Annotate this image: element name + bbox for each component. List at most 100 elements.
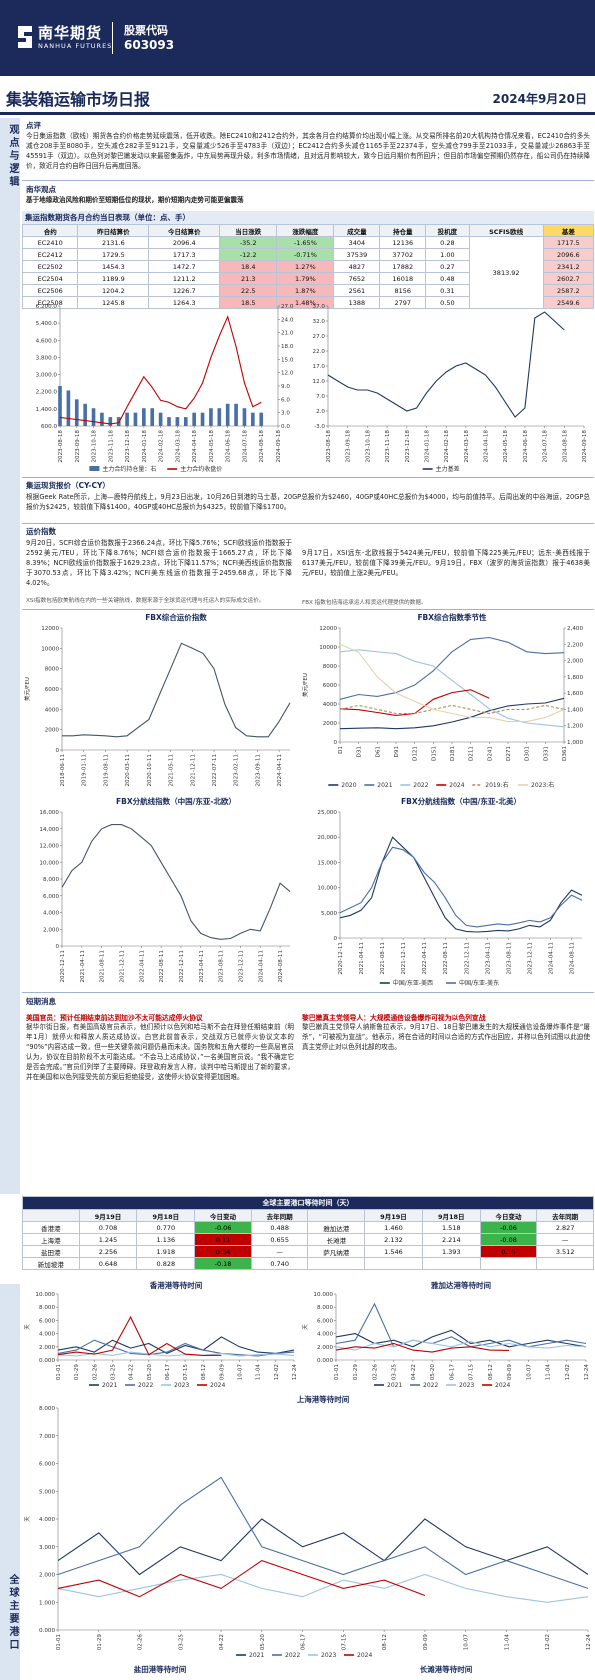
table-cell: 1189.9 [77,272,150,285]
table-cell: 1.136 [136,1233,196,1246]
table-cell: 2131.6 [77,236,150,249]
y2-tick-label: 12.0 [281,371,294,377]
table-cell: -0.06 [194,1221,252,1234]
blank-header [22,1209,80,1222]
x-tick-label: 03-25 [392,1364,398,1381]
y-tick-label: 0.000 [39,1628,55,1634]
x-tick-label: 05-20 [260,1634,266,1651]
x-tick-label: D1 [338,746,344,754]
bar [225,403,230,426]
y-tick-label: 7.000 [39,1434,55,1440]
bar [234,403,238,426]
series-line [339,636,565,700]
x-tick-label: D241 [487,746,493,761]
x-tick-label: 11-04 [256,1364,262,1381]
bar [259,412,264,426]
y-tick-label: 8000 [45,667,60,673]
x-tick-label: 11-04 [504,1634,510,1651]
header-band [0,0,595,76]
header-row: 合约 昨日结算价 今日结算价 当日涨跌 涨跌幅度 成交量 持仓量 投机度 SCFIS欧线 基差 [21,224,595,237]
y-tick-label: 32.0 [313,319,326,325]
brand: 南华期货 [38,24,103,42]
legend-label: 2022 [138,1382,153,1389]
series-line [339,649,565,728]
bar [74,399,79,426]
bar [251,412,255,426]
x-tick-label: 08-12 [201,1364,207,1380]
x-tick-label: 2023-09-11 [255,754,261,787]
y-tick-label: 2.000 [317,1345,333,1351]
y-tick-label: 5.000 [39,1489,55,1495]
table-cell: 7652 [333,272,381,285]
y-tick-label: 8.000 [39,1305,55,1311]
legend-label: 中国/东亚-美东 [459,979,499,987]
chart-title: FBX分航线指数（中国/东亚-北欧） [116,796,236,806]
bar [200,412,205,426]
table-cell: EC2504 [21,272,79,285]
x-tick-label: 2023-08-18 [58,430,64,463]
section-label: 短期消息 [26,997,56,1006]
y-tick-label: 12000 [41,626,59,632]
y-tick-label: 6.000 [39,1462,55,1468]
y-tick-label: 12000 [319,626,337,632]
basis-cell: 2341.2 [542,260,595,273]
series-line [57,1476,589,1589]
y2-tick-label: 1,200 [567,724,583,730]
table-cell: 盐田港 [22,1245,80,1258]
x-tick-label: 12-02 [274,1364,280,1380]
x-tick-label: 2021-08-11 [100,950,106,983]
legend-label: 2021 [387,1382,402,1389]
y-tick-label: 2000 [45,728,60,734]
section-label: 南华观点 [26,185,56,194]
y-tick-label: 6.000 [39,1318,55,1324]
y-tick-label: 20,000 [317,835,337,841]
x-tick-label: 03-25 [110,1364,116,1381]
y-tick-label: 4.000 [39,1517,55,1523]
x-tick-label: 05-20 [430,1364,436,1381]
x-tick-label: 2023-08-11 [219,950,225,983]
y-tick-label: 3,800.0 [36,355,58,361]
y-tick-label: 0.000 [39,1358,55,1364]
basis-cell: 1717.5 [542,236,595,249]
index-right: 9月17日，XSI远东-北欧线报于5424美元/FEU，较前值下降225美元/F… [302,549,590,577]
table-cell: 8156 [379,284,427,297]
x-tick-label: 05-20 [147,1364,153,1381]
y-tick-label: 6,000 [43,894,59,900]
y-tick-label: 27.0 [313,334,326,340]
y-tick-label: 10,000 [39,860,59,866]
legend-label: 2022 [413,782,428,789]
chart-title: 香港港等待时间 [149,1280,203,1290]
y2-tick-label: 21.0 [281,331,294,337]
x-tick-label: 12-24 [584,1364,590,1381]
x-tick-label: 2023-02-11 [234,754,240,787]
series-line [335,1329,587,1348]
table-cell: -0.71% [276,248,335,261]
table-cell: 0.27 [425,260,470,273]
series-line [57,1559,426,1598]
y2-tick-label: 1,600 [567,691,583,697]
x-tick-label: 2023-12-18 [125,430,131,463]
column-header: 9月19日 [364,1209,423,1222]
empty-cell [536,1257,594,1270]
table-cell: 1.918 [136,1245,196,1258]
x-tick-label: 04-22 [411,1364,417,1380]
news-title: 美国官员：预计任期结束前达到加沙不太可能达成停火协议 [26,1014,203,1022]
divider [22,477,594,478]
x-tick-label: 2024-04-18 [192,430,198,463]
y2-tick-label: 1,000 [567,740,583,746]
y-axis-label: 天 [24,1324,31,1330]
table-cell: 0.48 [425,272,470,285]
legend-label: 2021 [102,1382,117,1389]
series-line [57,1336,295,1355]
x-tick-label: 2022-07-11 [212,754,218,787]
table-cell: 0.708 [78,1221,138,1234]
y2-tick-label: 2,000 [567,659,583,665]
y-tick-label: 6.000 [317,1318,333,1324]
table-cell: 18.5 [219,296,278,309]
x-tick-label: 2023-11-18 [108,430,114,463]
legend-label: 2024 [210,1382,225,1389]
x-tick-label: 2024-03-18 [464,430,470,463]
y-tick-label: 12.0 [313,379,326,385]
